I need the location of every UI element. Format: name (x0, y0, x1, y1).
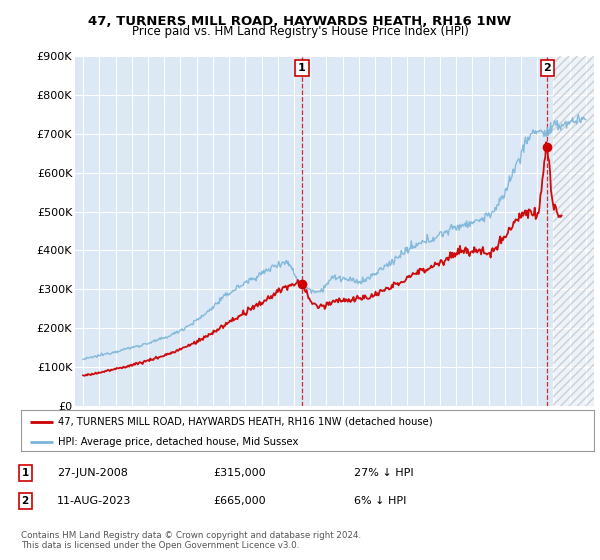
Text: 1: 1 (298, 63, 306, 73)
Text: 11-AUG-2023: 11-AUG-2023 (57, 496, 131, 506)
Text: £665,000: £665,000 (213, 496, 266, 506)
Text: 27% ↓ HPI: 27% ↓ HPI (354, 468, 413, 478)
Text: Contains HM Land Registry data © Crown copyright and database right 2024.
This d: Contains HM Land Registry data © Crown c… (21, 531, 361, 550)
Text: 2: 2 (544, 63, 551, 73)
Text: HPI: Average price, detached house, Mid Sussex: HPI: Average price, detached house, Mid … (58, 437, 299, 447)
Bar (553, 56, 594, 406)
Text: Price paid vs. HM Land Registry's House Price Index (HPI): Price paid vs. HM Land Registry's House … (131, 25, 469, 38)
Text: £315,000: £315,000 (213, 468, 266, 478)
Text: 47, TURNERS MILL ROAD, HAYWARDS HEATH, RH16 1NW (detached house): 47, TURNERS MILL ROAD, HAYWARDS HEATH, R… (58, 417, 433, 427)
Text: 2: 2 (22, 496, 29, 506)
Bar (553, 56, 594, 406)
Text: 47, TURNERS MILL ROAD, HAYWARDS HEATH, RH16 1NW: 47, TURNERS MILL ROAD, HAYWARDS HEATH, R… (88, 15, 512, 27)
Text: 1: 1 (22, 468, 29, 478)
Text: 27-JUN-2008: 27-JUN-2008 (57, 468, 128, 478)
Text: 6% ↓ HPI: 6% ↓ HPI (354, 496, 406, 506)
